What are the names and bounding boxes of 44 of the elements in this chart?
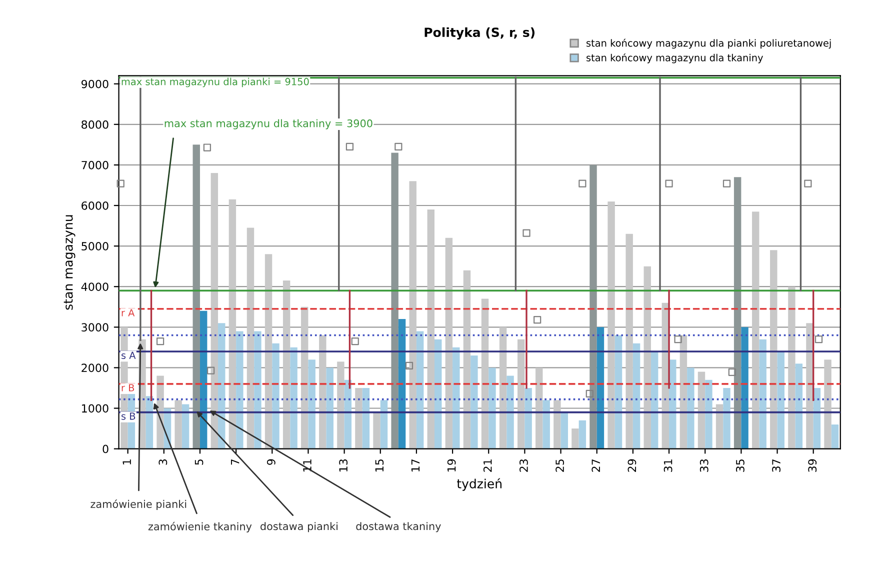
x-tick-label: 5 [194, 459, 204, 465]
y-tick-label: 4000 [81, 282, 108, 291]
x-tick-label: 39 [808, 459, 817, 472]
x-tick-label: 21 [483, 460, 492, 472]
x-tick-label: 7 [231, 459, 240, 465]
y-tick-label: 3000 [82, 323, 108, 332]
ref-line-label: max stan magazynu dla pianki = 9150 [122, 78, 309, 88]
y-tick-label: 0 [102, 444, 108, 454]
x-tick-label: 29 [628, 459, 636, 472]
x-tick-label: 19 [447, 459, 456, 472]
x-tick-label: 9 [266, 459, 276, 465]
chart-title: Polityka (S, r, s) [424, 27, 534, 40]
x-tick-label: 33 [700, 459, 708, 472]
y-tick-label: 1000 [82, 404, 108, 413]
x-tick-label: 25 [556, 459, 564, 472]
x-tick-label: 35 [736, 459, 744, 472]
y-axis-title: stan magazynu [64, 215, 76, 310]
x-tick-label: 17 [411, 459, 420, 472]
annotation: zamówienie pianki [90, 500, 186, 510]
x-tick-label: 13 [339, 459, 348, 472]
annotation: zamówienie tkaniny [148, 522, 252, 532]
annotation: dostawa pianki [260, 522, 338, 532]
x-tick-label: 15 [375, 459, 384, 472]
ref-line-label: r A [122, 309, 135, 316]
legend-label: stan końcowy magazynu dla pianki poliuretanowej [586, 38, 831, 49]
legend-label: stan końcowy magazynu dla tkaniny [586, 53, 763, 64]
x-tick-label: 3 [158, 459, 168, 465]
y-tick-label: 9000 [82, 80, 108, 88]
y-tick-label: 8000 [82, 120, 108, 129]
y-tick-label: 5000 [82, 242, 108, 250]
x-tick-label: 37 [772, 459, 780, 472]
ref-line-label: r B [122, 384, 134, 392]
y-tick-label: 6000 [82, 201, 108, 210]
x-tick-label: 31 [664, 460, 672, 472]
x-axis-title: tydzień [456, 478, 502, 491]
ref-line-label: s A [121, 352, 136, 360]
x-tick-label: 1 [122, 460, 131, 464]
y-tick-label: 7000 [82, 160, 108, 170]
ref-line-label: s B [121, 412, 136, 420]
annotation: dostawa tkaniny [356, 522, 441, 532]
x-tick-label: 27 [592, 459, 600, 472]
y-tick-label: 2000 [82, 364, 108, 372]
annotation: max stan magazynu dla tkaniny = 3900 [164, 119, 372, 130]
x-tick-label: 23 [520, 459, 528, 472]
